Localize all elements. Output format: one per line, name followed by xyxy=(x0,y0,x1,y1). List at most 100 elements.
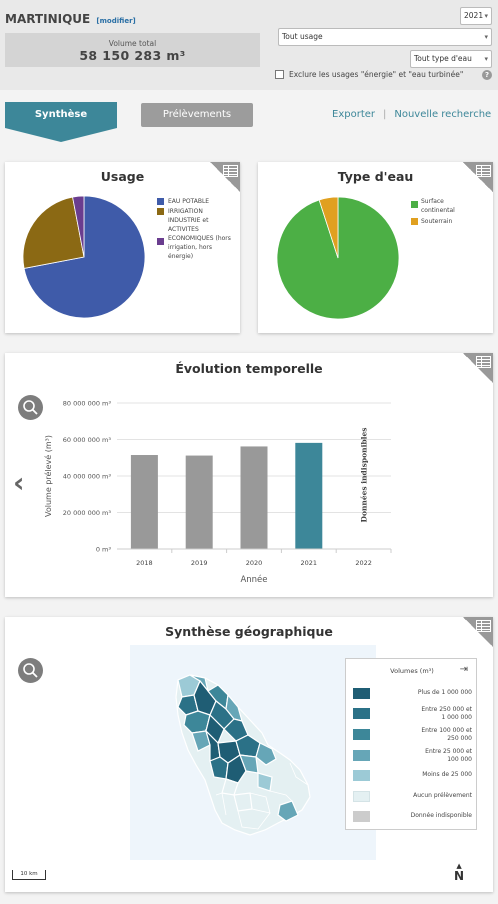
usage-card: Usage EAU POTABLE IRRIGATION INDUSTRIE e… xyxy=(5,162,240,333)
bar-2018[interactable] xyxy=(130,455,158,549)
y-tick-label: 60 000 000 m³ xyxy=(63,436,112,444)
exclude-energy-checkbox[interactable] xyxy=(275,70,284,79)
new-search-link[interactable]: Nouvelle recherche xyxy=(394,109,492,120)
bar-2020[interactable] xyxy=(240,446,268,549)
bar-2019[interactable] xyxy=(185,455,213,549)
chevron-down-icon: ▾ xyxy=(484,33,488,41)
tab-synthese[interactable]: Synthèse xyxy=(5,102,117,128)
chevron-down-icon: ▾ xyxy=(484,12,488,20)
map-legend-label-1: Entre 250 000 et 1 000 000 xyxy=(421,706,472,721)
x-axis-title: Année xyxy=(240,574,267,585)
north-arrow-glyph: ▲ xyxy=(456,862,462,870)
table-icon xyxy=(476,356,491,368)
magnifier-glyph xyxy=(23,400,38,415)
usage-select[interactable]: Tout usage ▾ xyxy=(278,28,492,46)
table-icon xyxy=(476,620,491,632)
usage-pie xyxy=(22,195,146,319)
water-type-card: Type d'eau Surface continental Souterrai… xyxy=(258,162,493,333)
water-pie-slice-0[interactable] xyxy=(276,196,400,320)
usage-select-value: Tout usage xyxy=(282,32,323,41)
bar-2021[interactable] xyxy=(295,442,323,549)
map-legend-swatch-6 xyxy=(353,811,370,822)
exclude-energy-row: Exclure les usages "énergie" et "eau tur… xyxy=(275,70,463,79)
year-select-value: 2021 xyxy=(464,11,484,20)
map-legend-row: Donnée indisponible xyxy=(346,810,476,830)
usage-legend-swatch-0 xyxy=(157,198,164,205)
map-scale-bar: 10 km xyxy=(12,870,46,880)
map-legend-swatch-1 xyxy=(353,708,370,719)
magnifier-glyph xyxy=(23,663,38,678)
chevron-left-icon[interactable]: ‹ xyxy=(13,466,25,499)
zoom-icon[interactable] xyxy=(18,658,43,683)
water-legend-swatch-1 xyxy=(411,218,418,225)
link-separator: | xyxy=(383,109,387,120)
map-legend-row: Aucun prélèvement xyxy=(346,790,476,810)
table-icon xyxy=(476,165,491,177)
y-tick-label: 20 000 000 m³ xyxy=(63,509,112,517)
water-type-select-value: Tout type d'eau xyxy=(414,54,472,63)
y-tick-label: 40 000 000 m³ xyxy=(63,473,112,481)
help-icon[interactable]: ? xyxy=(482,70,492,80)
water-legend-0: Surface continental xyxy=(421,198,455,214)
water-legend-1: Souterrain xyxy=(421,218,453,225)
map-legend-row: Moins de 25 000 xyxy=(346,769,476,789)
martinique-map xyxy=(175,674,311,836)
usage-pie-slice-0[interactable] xyxy=(23,195,146,319)
map-legend-label-0: Plus de 1 000 000 xyxy=(417,689,472,696)
x-tick-label: 2019 xyxy=(191,559,208,567)
chevron-down-icon: ▾ xyxy=(484,55,488,63)
geo-title: Synthèse géographique xyxy=(165,624,333,639)
water-legend-swatch-0 xyxy=(411,201,418,208)
x-tick-label: 2021 xyxy=(301,559,318,567)
water-type-pie xyxy=(276,196,400,320)
map-legend-swatch-5 xyxy=(353,791,370,802)
tab-pointer xyxy=(5,128,117,142)
table-view-corner[interactable] xyxy=(210,162,240,192)
action-links: Exporter | Nouvelle recherche xyxy=(332,109,491,120)
usage-pie-slice-2[interactable] xyxy=(72,195,85,258)
map-legend-swatch-3 xyxy=(353,750,370,761)
usage-legend-0: EAU POTABLE xyxy=(168,198,210,205)
map-legend-row: Entre 250 000 et 1 000 000 xyxy=(346,706,476,726)
map-legend-label-5: Aucun prélèvement xyxy=(413,792,472,799)
usage-pie-slice-1[interactable] xyxy=(22,196,85,269)
table-view-corner[interactable] xyxy=(463,353,493,383)
map-legend-row: Entre 25 000 et 100 000 xyxy=(346,748,476,768)
map-legend-row: Plus de 1 000 000 xyxy=(346,687,476,707)
evolution-title: Évolution temporelle xyxy=(175,361,323,376)
table-icon xyxy=(223,165,238,177)
x-tick-label: 2018 xyxy=(136,559,153,567)
map-legend-swatch-4 xyxy=(353,770,370,781)
water-type-select[interactable]: Tout type d'eau ▾ xyxy=(410,50,492,68)
zoom-icon[interactable] xyxy=(18,395,43,420)
total-volume-value: 58 150 283 m³ xyxy=(79,48,186,63)
north-label: N xyxy=(454,869,465,883)
usage-legend-2: INDUSTRIE et ACTIVITES ECONOMIQUES (hors… xyxy=(168,217,231,260)
water-type-title: Type d'eau xyxy=(337,169,414,184)
map-legend-label-3: Entre 25 000 et 100 000 xyxy=(425,748,472,763)
usage-legend-swatch-1 xyxy=(157,208,164,215)
table-view-corner[interactable] xyxy=(463,162,493,192)
usage-title: Usage xyxy=(100,169,145,184)
usage-legend-1: IRRIGATION xyxy=(168,208,203,215)
tab-prelevements[interactable]: Prélèvements xyxy=(141,103,253,127)
evolution-bar-chart: 0 m³ 20 000 000 m³ 40 000 000 m³ 60 000 000… xyxy=(43,400,392,585)
collapse-legend-icon[interactable]: ⇥ xyxy=(459,664,468,675)
region-title: MARTINIQUE [modifier] xyxy=(5,12,136,26)
map-background[interactable] xyxy=(130,645,376,860)
export-link[interactable]: Exporter xyxy=(332,109,375,120)
water-pie-slice-1[interactable] xyxy=(318,196,339,259)
map-legend-label-4: Moins de 25 000 xyxy=(422,771,472,778)
y-tick-label: 80 000 000 m³ xyxy=(63,400,112,408)
table-view-corner[interactable] xyxy=(463,617,493,647)
map-legend-label-2: Entre 100 000 et 250 000 xyxy=(421,727,472,742)
total-volume-label: Volume total xyxy=(108,39,157,48)
year-select[interactable]: 2021 ▾ xyxy=(460,7,492,25)
modify-link[interactable]: [modifier] xyxy=(96,17,136,25)
map-legend-swatch-2 xyxy=(353,729,370,740)
map-legend-title: Volumes (m³) xyxy=(390,667,434,675)
map-legend-row: Entre 100 000 et 250 000 xyxy=(346,727,476,747)
map-legend-swatch-0 xyxy=(353,688,370,699)
y-tick-label: 0 m³ xyxy=(96,546,112,554)
no-data-label: Données indisponibles xyxy=(360,427,369,522)
